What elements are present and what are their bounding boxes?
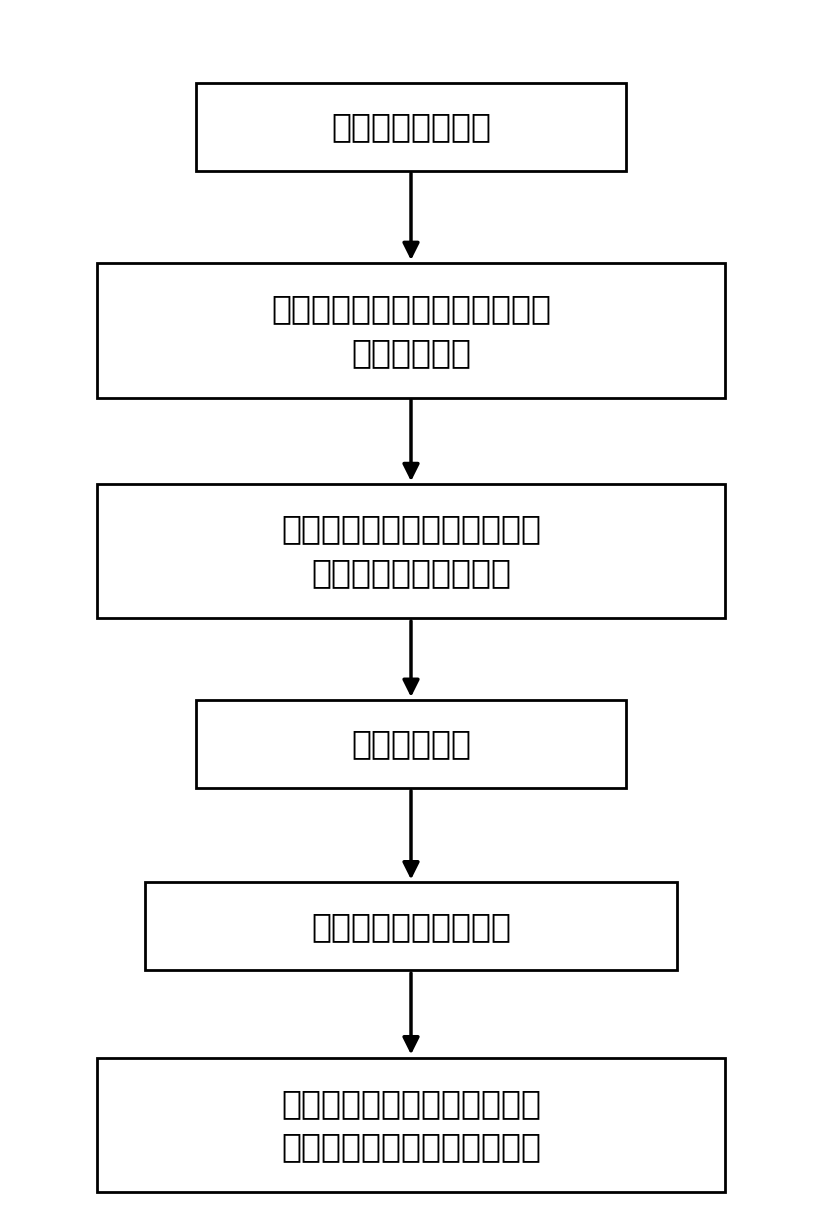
Text: 采集轴承振动信号: 采集轴承振动信号 <box>331 109 491 143</box>
FancyBboxPatch shape <box>196 700 626 788</box>
Text: 利用最优滤波器对轴承振动信号
进行滤波处理: 利用最优滤波器对轴承振动信号 进行滤波处理 <box>271 293 551 369</box>
FancyBboxPatch shape <box>97 483 725 617</box>
FancyBboxPatch shape <box>196 82 626 171</box>
FancyBboxPatch shape <box>97 263 725 397</box>
Text: 利用已经训练好的卷积神经网
络模型实现轴承故障类别分类: 利用已经训练好的卷积神经网 络模型实现轴承故障类别分类 <box>281 1086 541 1164</box>
Text: 获得特征图像: 获得特征图像 <box>351 727 471 760</box>
Text: 对滤波处理后的轴承振动信号
进行短时希尔伯特变换: 对滤波处理后的轴承振动信号 进行短时希尔伯特变换 <box>281 513 541 589</box>
Text: 构建卷积神经网络模型: 构建卷积神经网络模型 <box>311 910 511 943</box>
FancyBboxPatch shape <box>145 882 677 970</box>
FancyBboxPatch shape <box>97 1058 725 1192</box>
